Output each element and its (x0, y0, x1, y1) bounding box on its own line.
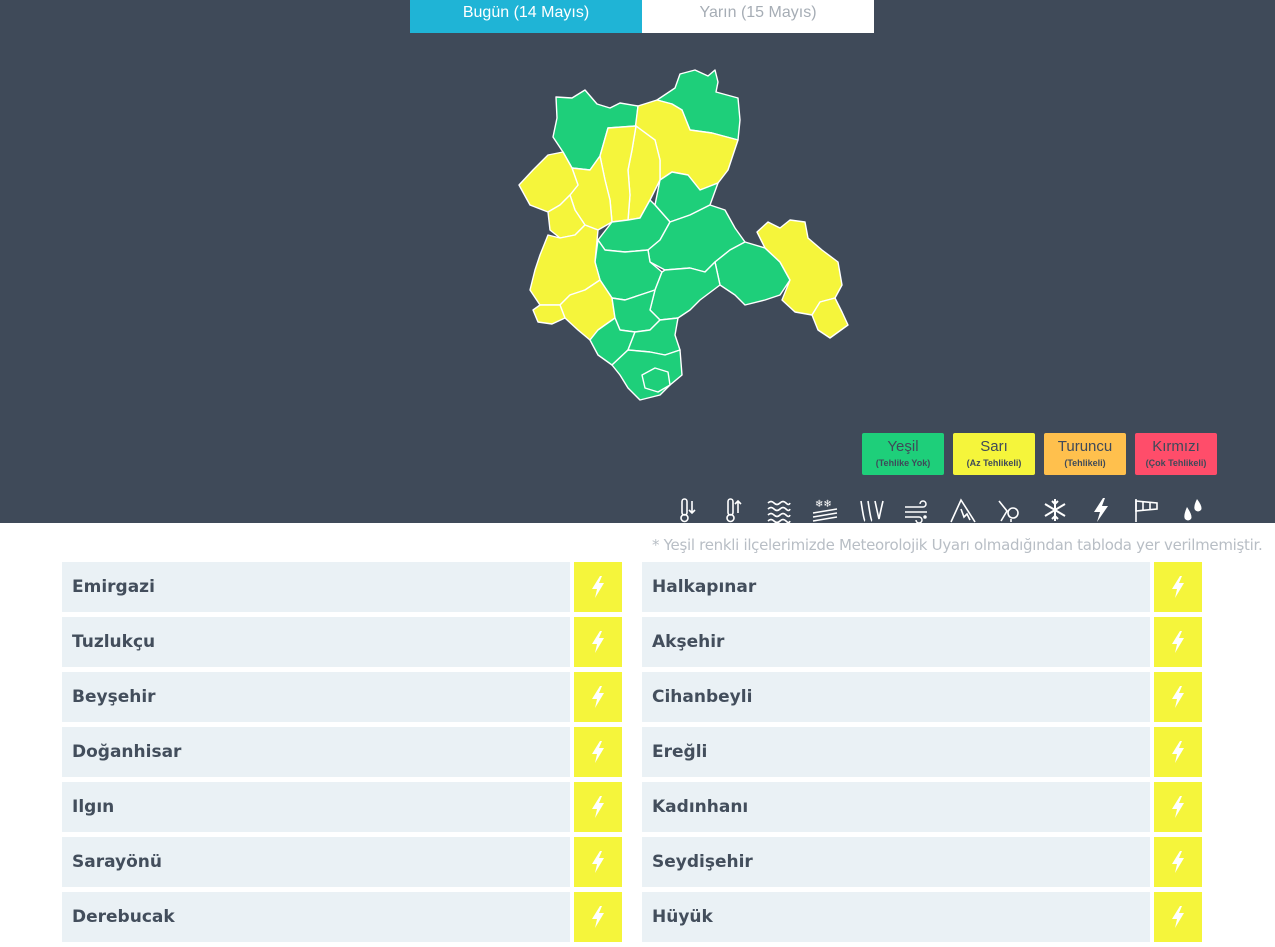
district-name: Derebucak (62, 892, 570, 942)
warning-cell[interactable] (1154, 617, 1202, 667)
legend-green: Yeşil (Tehlike Yok) (862, 433, 944, 475)
district-region[interactable] (756, 219, 843, 316)
list-item: Beyşehir (62, 672, 622, 722)
lightning-icon (1172, 906, 1184, 928)
warning-cell[interactable] (574, 672, 622, 722)
legend-desc: (Çok Tehlikeli) (1145, 458, 1207, 468)
legend-desc: (Tehlike Yok) (875, 458, 931, 468)
list-item: Tuzlukçu (62, 617, 622, 667)
lightning-icon (592, 631, 604, 653)
province-map (518, 69, 849, 401)
district-list-left: Emirgazi Tuzlukçu Beyşehir Doğanhisar Il… (62, 562, 622, 947)
district-list-right: Halkapınar Akşehir Cihanbeyli Ereğli Kad… (642, 562, 1202, 947)
fog-icon[interactable] (756, 497, 802, 525)
rain-icon[interactable] (848, 497, 894, 525)
warning-cell[interactable] (574, 892, 622, 942)
legend-desc: (Tehlikeli) (1064, 458, 1106, 468)
list-item: Halkapınar (642, 562, 1202, 612)
drops-icon[interactable] (1170, 497, 1216, 525)
district-region[interactable] (641, 367, 671, 393)
lightning-icon (1172, 741, 1184, 763)
hail-icon[interactable] (986, 497, 1032, 525)
warning-cell[interactable] (574, 562, 622, 612)
district-name: Kadınhanı (642, 782, 1150, 832)
lightning-icon (592, 686, 604, 708)
heat-icon[interactable] (710, 497, 756, 525)
list-item: Kadınhanı (642, 782, 1202, 832)
list-item: Cihanbeyli (642, 672, 1202, 722)
list-item: Sarayönü (62, 837, 622, 887)
district-name: Ereğli (642, 727, 1150, 777)
lightning-icon (592, 576, 604, 598)
district-name: Cihanbeyli (642, 672, 1150, 722)
lightning-icon (592, 741, 604, 763)
lightning-icon (592, 906, 604, 928)
legend-label: Yeşil (887, 438, 919, 455)
district-name: Akşehir (642, 617, 1150, 667)
warning-cell[interactable] (574, 837, 622, 887)
tab-today[interactable]: Bugün (14 Mayıs) (410, 0, 642, 33)
list-item: Emirgazi (62, 562, 622, 612)
district-name: Sarayönü (62, 837, 570, 887)
lightning-icon (1172, 631, 1184, 653)
lightning-icon (1172, 686, 1184, 708)
list-item: Akşehir (642, 617, 1202, 667)
svg-text:❄❄: ❄❄ (815, 499, 832, 510)
district-name: Ilgın (62, 782, 570, 832)
legend-yellow: Sarı (Az Tehlikeli) (953, 433, 1035, 475)
district-region[interactable] (532, 304, 566, 325)
cold-icon[interactable] (664, 497, 710, 525)
lightning-icon (1172, 576, 1184, 598)
warning-cell[interactable] (574, 617, 622, 667)
map-panel: Bugün (14 Mayıs) Yarın (15 Mayıs) (0, 0, 1275, 523)
district-name: Halkapınar (642, 562, 1150, 612)
warning-cell[interactable] (1154, 672, 1202, 722)
list-item: Derebucak (62, 892, 622, 942)
district-name: Emirgazi (62, 562, 570, 612)
hazard-icon-bar: ❄❄ (664, 497, 1216, 525)
legend-desc: (Az Tehlikeli) (966, 458, 1022, 468)
lightning-icon (1172, 796, 1184, 818)
list-item: Hüyük (642, 892, 1202, 942)
lightning-icon (1172, 851, 1184, 873)
list-item: Ilgın (62, 782, 622, 832)
list-item: Seydişehir (642, 837, 1202, 887)
lightning-icon (592, 851, 604, 873)
legend-label: Kırmızı (1152, 438, 1200, 455)
legend-label: Sarı (980, 438, 1008, 455)
district-region[interactable] (811, 297, 849, 339)
warning-cell[interactable] (1154, 892, 1202, 942)
district-region[interactable] (518, 151, 579, 213)
snowflake-icon[interactable] (1032, 497, 1078, 525)
windsock-icon[interactable] (1124, 497, 1170, 525)
day-tabs: Bugün (14 Mayıs) Yarın (15 Mayıs) (410, 0, 874, 33)
mountain-avalanche-icon[interactable] (940, 497, 986, 525)
legend-orange: Turuncu (Tehlikeli) (1044, 433, 1126, 475)
warning-cell[interactable] (1154, 727, 1202, 777)
warning-cell[interactable] (1154, 837, 1202, 887)
warning-cell[interactable] (1154, 562, 1202, 612)
note-text: * Yeşil renkli ilçelerimizde Meteoroloji… (652, 536, 1263, 554)
list-item: Ereğli (642, 727, 1202, 777)
warning-cell[interactable] (574, 727, 622, 777)
legend-label: Turuncu (1057, 438, 1113, 455)
tab-tomorrow[interactable]: Yarın (15 Mayıs) (642, 0, 874, 33)
warning-cell[interactable] (1154, 782, 1202, 832)
district-name: Doğanhisar (62, 727, 570, 777)
avalanche-snow-icon[interactable]: ❄❄ (802, 497, 848, 525)
lightning-icon (592, 796, 604, 818)
legend: Yeşil (Tehlike Yok) Sarı (Az Tehlikeli) … (862, 433, 1217, 475)
district-name: Seydişehir (642, 837, 1150, 887)
warning-cell[interactable] (574, 782, 622, 832)
district-name: Tuzlukçu (62, 617, 570, 667)
legend-red: Kırmızı (Çok Tehlikeli) (1135, 433, 1217, 475)
wind-icon[interactable] (894, 497, 940, 525)
district-name: Beyşehir (62, 672, 570, 722)
district-name: Hüyük (642, 892, 1150, 942)
lightning-icon[interactable] (1078, 497, 1124, 525)
list-item: Doğanhisar (62, 727, 622, 777)
